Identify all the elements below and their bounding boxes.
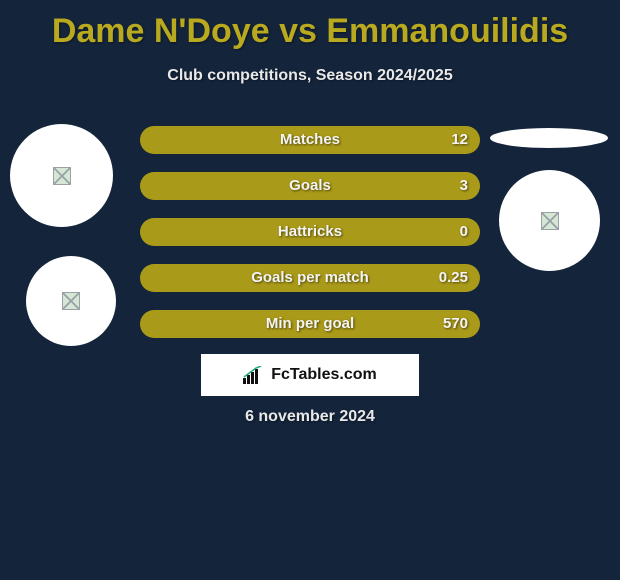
- stat-value-right: 0: [448, 218, 480, 246]
- fctables-brand-box[interactable]: FcTables.com: [201, 354, 419, 396]
- player-left-avatar-2: [26, 256, 116, 346]
- bar-chart-icon: [243, 366, 265, 384]
- decorative-oval: [490, 128, 608, 148]
- stat-row: Hattricks0: [140, 218, 480, 246]
- stat-value-right: 570: [431, 310, 480, 338]
- player-right-avatar: [499, 170, 600, 271]
- stat-value-right: 12: [439, 126, 480, 154]
- stat-value-right: 3: [448, 172, 480, 200]
- stat-label: Min per goal: [140, 310, 480, 338]
- stat-row: Min per goal570: [140, 310, 480, 338]
- stat-label: Matches: [140, 126, 480, 154]
- page-subtitle: Club competitions, Season 2024/2025: [0, 67, 620, 85]
- broken-image-icon: [53, 167, 71, 185]
- fctables-brand-text: FcTables.com: [271, 366, 377, 384]
- player-left-avatar-1: [10, 124, 113, 227]
- stats-container: Matches12 Goals3 Hattricks0 Goals per match…: [140, 126, 480, 338]
- page-title: Dame N'Doye vs Emmanouilidis: [0, 0, 620, 51]
- stat-value-right: 0.25: [427, 264, 480, 292]
- stat-label: Goals: [140, 172, 480, 200]
- broken-image-icon: [541, 212, 559, 230]
- stat-row: Goals per match0.25: [140, 264, 480, 292]
- stat-row: Goals3: [140, 172, 480, 200]
- stat-label: Hattricks: [140, 218, 480, 246]
- snapshot-date: 6 november 2024: [0, 408, 620, 426]
- stat-row: Matches12: [140, 126, 480, 154]
- broken-image-icon: [62, 292, 80, 310]
